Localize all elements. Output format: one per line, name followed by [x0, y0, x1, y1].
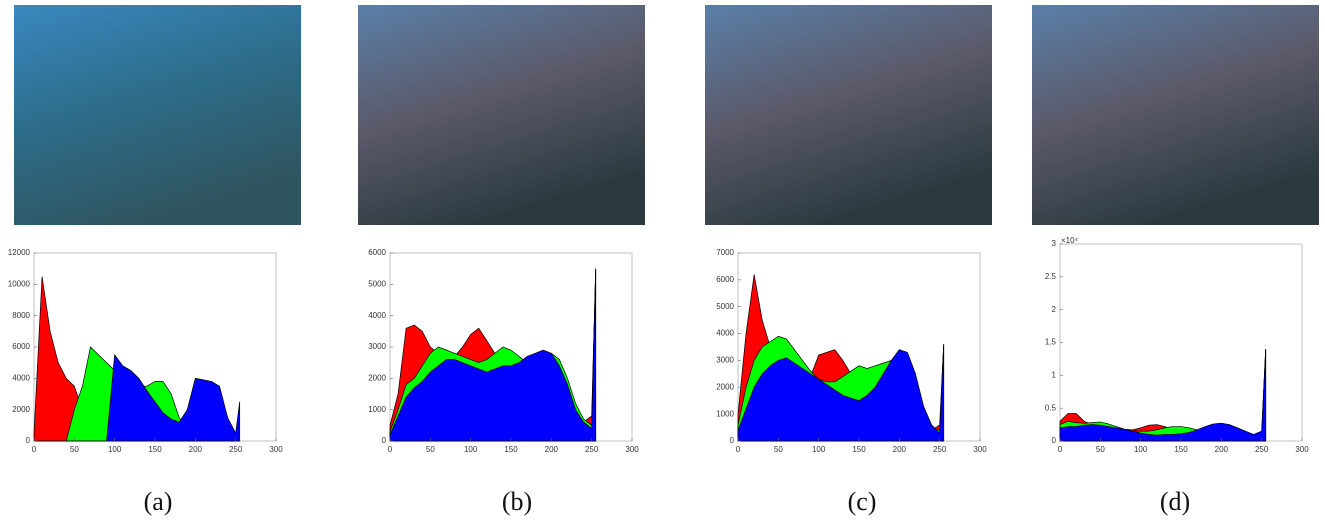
y-tick-label: 2: [1052, 305, 1057, 314]
y-tick-label: 8000: [12, 311, 30, 320]
y-tick-label: 6000: [368, 248, 386, 257]
x-tick-label: 50: [774, 445, 783, 454]
y-tick-label: 4000: [12, 373, 30, 382]
y-tick-label: 0: [1052, 436, 1057, 445]
y-tick-label: 4000: [716, 329, 734, 338]
x-tick-label: 0: [1058, 445, 1063, 454]
x-tick-label: 0: [32, 445, 37, 454]
histogram-area: [1059, 349, 1267, 442]
caption: (d): [1160, 487, 1190, 516]
y-tick-label: 1000: [368, 405, 386, 414]
x-tick-label: 50: [70, 445, 79, 454]
y-tick-label: 12000: [8, 248, 31, 257]
y-tick-label: 0: [382, 436, 387, 445]
x-tick-label: 150: [852, 445, 866, 454]
caption: (b): [502, 487, 532, 516]
caption: (a): [144, 487, 173, 516]
x-tick-label: 150: [148, 445, 162, 454]
x-tick-label: 200: [545, 445, 559, 454]
x-tick-label: 300: [625, 445, 639, 454]
y-tick-label: 3000: [368, 342, 386, 351]
x-tick-label: 300: [269, 445, 283, 454]
y-tick-label: 0: [26, 436, 31, 445]
x-tick-label: 0: [736, 445, 741, 454]
y-tick-label: 3: [1052, 239, 1057, 248]
plot-area: [1059, 243, 1303, 442]
x-tick-label: 200: [189, 445, 203, 454]
y-tick-label: 6000: [12, 342, 30, 351]
x-tick-label: 300: [973, 445, 987, 454]
y-tick-label: 1: [1052, 370, 1057, 379]
histogram-area: [34, 353, 241, 442]
y-tick-label: 5000: [716, 302, 734, 311]
y-tick-label: 6000: [716, 275, 734, 284]
x-tick-label: 100: [812, 445, 826, 454]
x-tick-label: 0: [388, 445, 393, 454]
photos: [14, 5, 1319, 225]
photo: [14, 5, 301, 225]
y-multiplier: ×10⁴: [1061, 236, 1079, 245]
x-tick-label: 300: [1295, 445, 1309, 454]
y-tick-label: 0: [730, 436, 735, 445]
x-tick-label: 150: [504, 445, 518, 454]
x-tick-label: 200: [893, 445, 907, 454]
y-tick-label: 1.5: [1045, 338, 1057, 347]
photo: [705, 5, 992, 225]
x-tick-label: 250: [229, 445, 243, 454]
histogram-area: [737, 344, 945, 442]
photo: [1032, 5, 1319, 225]
y-tick-label: 2000: [368, 373, 386, 382]
y-tick-label: 10000: [8, 279, 31, 288]
y-tick-label: 0.5: [1045, 403, 1057, 412]
y-tick-label: 2.5: [1045, 272, 1057, 281]
y-tick-label: 3000: [716, 356, 734, 365]
y-tick-label: 2000: [12, 405, 30, 414]
x-tick-label: 200: [1215, 445, 1229, 454]
x-tick-label: 250: [933, 445, 947, 454]
y-tick-label: 1000: [716, 409, 734, 418]
y-tick-label: 4000: [368, 311, 386, 320]
x-tick-label: 250: [1255, 445, 1269, 454]
x-tick-label: 50: [426, 445, 435, 454]
x-tick-label: 100: [464, 445, 478, 454]
x-tick-label: 100: [108, 445, 122, 454]
histogram-area: [389, 268, 597, 442]
y-tick-label: 2000: [716, 382, 734, 391]
photo: [358, 5, 645, 225]
x-tick-label: 250: [585, 445, 599, 454]
x-tick-label: 150: [1174, 445, 1188, 454]
x-tick-label: 50: [1096, 445, 1105, 454]
x-tick-label: 100: [1134, 445, 1148, 454]
y-tick-label: 7000: [716, 248, 734, 257]
y-tick-label: 5000: [368, 279, 386, 288]
caption: (c): [848, 487, 877, 516]
